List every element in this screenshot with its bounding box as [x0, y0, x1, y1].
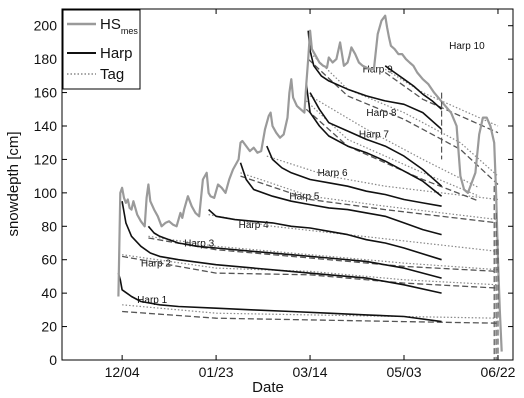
y-tick-label: 40 [41, 285, 57, 301]
plot-frame [61, 8, 514, 361]
annotation-harp-6: Harp 6 [318, 168, 348, 179]
series-line-hs [117, 14, 503, 352]
annotation-harp-1: Harp 1 [137, 295, 167, 306]
series-line-harp-10-band [384, 68, 499, 127]
series-line-harp-2 [121, 201, 442, 294]
legend-label-hs-main: HS [100, 16, 121, 33]
series-line-harp-8 [309, 92, 443, 187]
series-line-harp-2-band-2 [121, 255, 499, 289]
series-line-harp-7-band-2 [305, 108, 480, 202]
series-layer [117, 14, 503, 360]
annotation-harp-2: Harp 2 [141, 258, 171, 269]
y-tick-label: 140 [34, 118, 58, 134]
y-axis-title: snowdepth [cm] [5, 131, 22, 236]
annotation-harp-7: Harp 7 [359, 130, 389, 141]
series-line-harp-5-band-2 [240, 175, 499, 224]
series-line-harp-4 [208, 209, 442, 261]
y-axis: 0 20 40 60 80 100 120 140 160 180 200 [34, 18, 513, 368]
legend-label-harp: Harp [100, 45, 133, 62]
series-line-harp-5-band [240, 172, 499, 221]
x-axis-title: Date [252, 379, 284, 396]
y-tick-label: 180 [34, 51, 58, 67]
y-tick-label: 160 [34, 85, 58, 101]
y-tick-label: 200 [34, 18, 58, 34]
x-tick-label: 05/03 [386, 364, 421, 380]
series-line-harp-7 [305, 84, 443, 197]
series-line-harp-8-band [309, 95, 480, 189]
y-tick-label: 120 [34, 151, 58, 167]
annotation-harp-3: Harp 3 [184, 238, 214, 249]
x-tick-label: 12/04 [105, 364, 140, 380]
series-line-harp-3 [147, 225, 442, 279]
y-tick-label: 80 [41, 218, 57, 234]
y-tick-label: 20 [41, 319, 57, 335]
annotation-harp-9: Harp 9 [363, 65, 393, 76]
x-tick-label: 01/23 [199, 364, 234, 380]
series-line-harp-9 [307, 30, 443, 130]
series-line-harp-6-band [266, 155, 499, 201]
y-tick-label: 0 [49, 352, 57, 368]
annotation-harp-10: Harp 10 [449, 41, 485, 52]
x-tick-label: 06/22 [480, 364, 515, 380]
y-tick-label: 60 [41, 252, 57, 268]
legend-label-hs: HSmes [100, 16, 138, 36]
annotation-harp-4: Harp 4 [239, 220, 269, 231]
series-line-harp-1 [117, 272, 442, 323]
y-tick-label: 100 [34, 185, 58, 201]
x-axis: 12/04 01/23 03/14 05/03 06/22 [105, 9, 516, 380]
legend-label-tag: Tag [100, 66, 124, 83]
series-line-harp-9-band [307, 50, 499, 177]
annotation-harp-8: Harp 8 [366, 108, 396, 119]
series-line-harp-10 [384, 65, 443, 110]
series-line-harp-6 [266, 145, 442, 207]
series-line-harp-2-band [122, 254, 499, 286]
x-tick-label: 03/14 [293, 364, 328, 380]
series-line-harp-3-band [148, 235, 499, 271]
legend-label-hs-sub: mes [121, 26, 139, 36]
series-line-harp-5 [239, 162, 442, 236]
legend: HSmes Harp Tag [62, 9, 141, 90]
series-line-harp-10-band-2 [384, 71, 499, 134]
